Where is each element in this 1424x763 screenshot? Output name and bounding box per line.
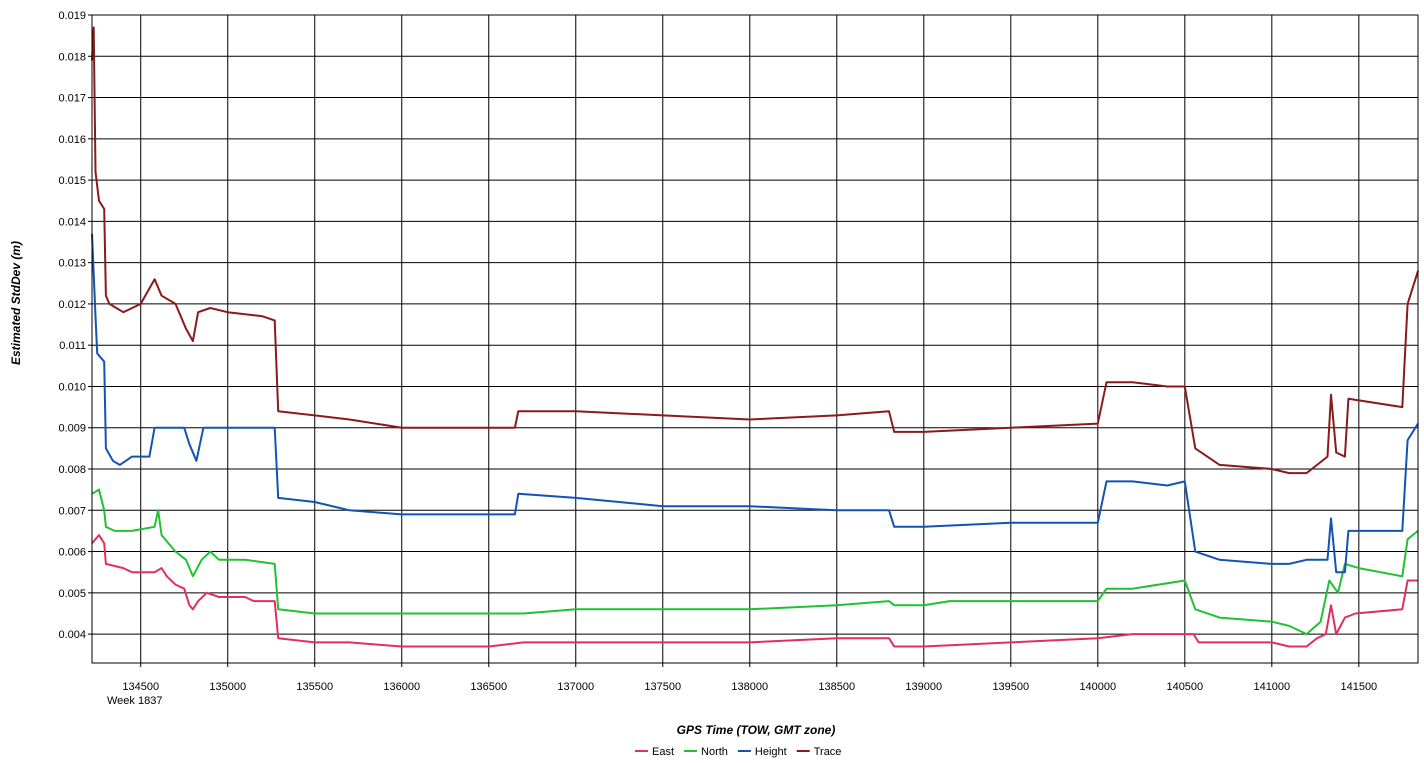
grid: [92, 14, 1418, 663]
y-tick-label: 0.005: [58, 588, 86, 600]
y-tick-label: 0.008: [58, 464, 86, 476]
x-tick-label: 135000: [209, 681, 246, 693]
series-line-north: [91, 488, 1419, 636]
y-tick-label: 0.014: [58, 216, 86, 228]
legend-label-north: North: [701, 746, 728, 758]
x-axis-title: GPS Time (TOW, GMT zone): [677, 723, 836, 737]
y-tick-label: 0.019: [58, 10, 86, 22]
legend-label-height: Height: [755, 746, 787, 758]
x-tick-label: 135500: [296, 681, 333, 693]
series-line-height: [91, 233, 1419, 574]
x-tick-label: 134500: [122, 681, 159, 693]
y-tick-label: 0.006: [58, 547, 86, 559]
x-tick-label: 137000: [557, 681, 594, 693]
x-tick-label: 138000: [731, 681, 768, 693]
y-tick-label: 0.010: [58, 381, 86, 393]
plot-area-border: [91, 14, 1419, 664]
x-tick-label: 138500: [818, 681, 855, 693]
y-axis-title: Estimated StdDev (m): [9, 241, 23, 365]
y-tick-label: 0.017: [58, 93, 86, 105]
x-tick-label: 136000: [383, 681, 420, 693]
y-tick-label: 0.015: [58, 175, 86, 187]
y-axis-ticks: 0.004 0.005 0.006 0.007 0.008 0.009 0.010 0.011…: [58, 10, 92, 641]
y-tick-label: 0.018: [58, 51, 86, 63]
y-tick-label: 0.013: [58, 258, 86, 270]
x-tick-label: 141500: [1340, 681, 1377, 693]
x-tick-label: 140000: [1079, 681, 1116, 693]
legend-label-east: East: [652, 746, 674, 758]
legend-label-trace: Trace: [814, 746, 842, 758]
y-tick-label: 0.011: [59, 340, 86, 352]
y-tick-label: 0.012: [58, 299, 86, 311]
x-tick-label: 136500: [470, 681, 507, 693]
week-label: Week 1837: [107, 695, 162, 707]
y-tick-label: 0.016: [58, 134, 86, 146]
series-line-east: [91, 534, 1418, 648]
series-lines: [91, 26, 1419, 648]
x-tick-label: 139500: [992, 681, 1029, 693]
series-line-trace: [91, 26, 1419, 475]
legend: East North Height Trace: [635, 746, 841, 758]
x-tick-label: 137500: [644, 681, 681, 693]
x-tick-label: 141000: [1253, 681, 1290, 693]
x-axis-ticks: 134500 135000 135500 136000 136500 137000 1375…: [122, 663, 1377, 693]
x-tick-label: 140500: [1166, 681, 1203, 693]
x-tick-label: 139000: [905, 681, 942, 693]
y-tick-label: 0.007: [58, 505, 86, 517]
y-tick-label: 0.004: [58, 629, 86, 641]
y-tick-label: 0.009: [58, 423, 86, 435]
